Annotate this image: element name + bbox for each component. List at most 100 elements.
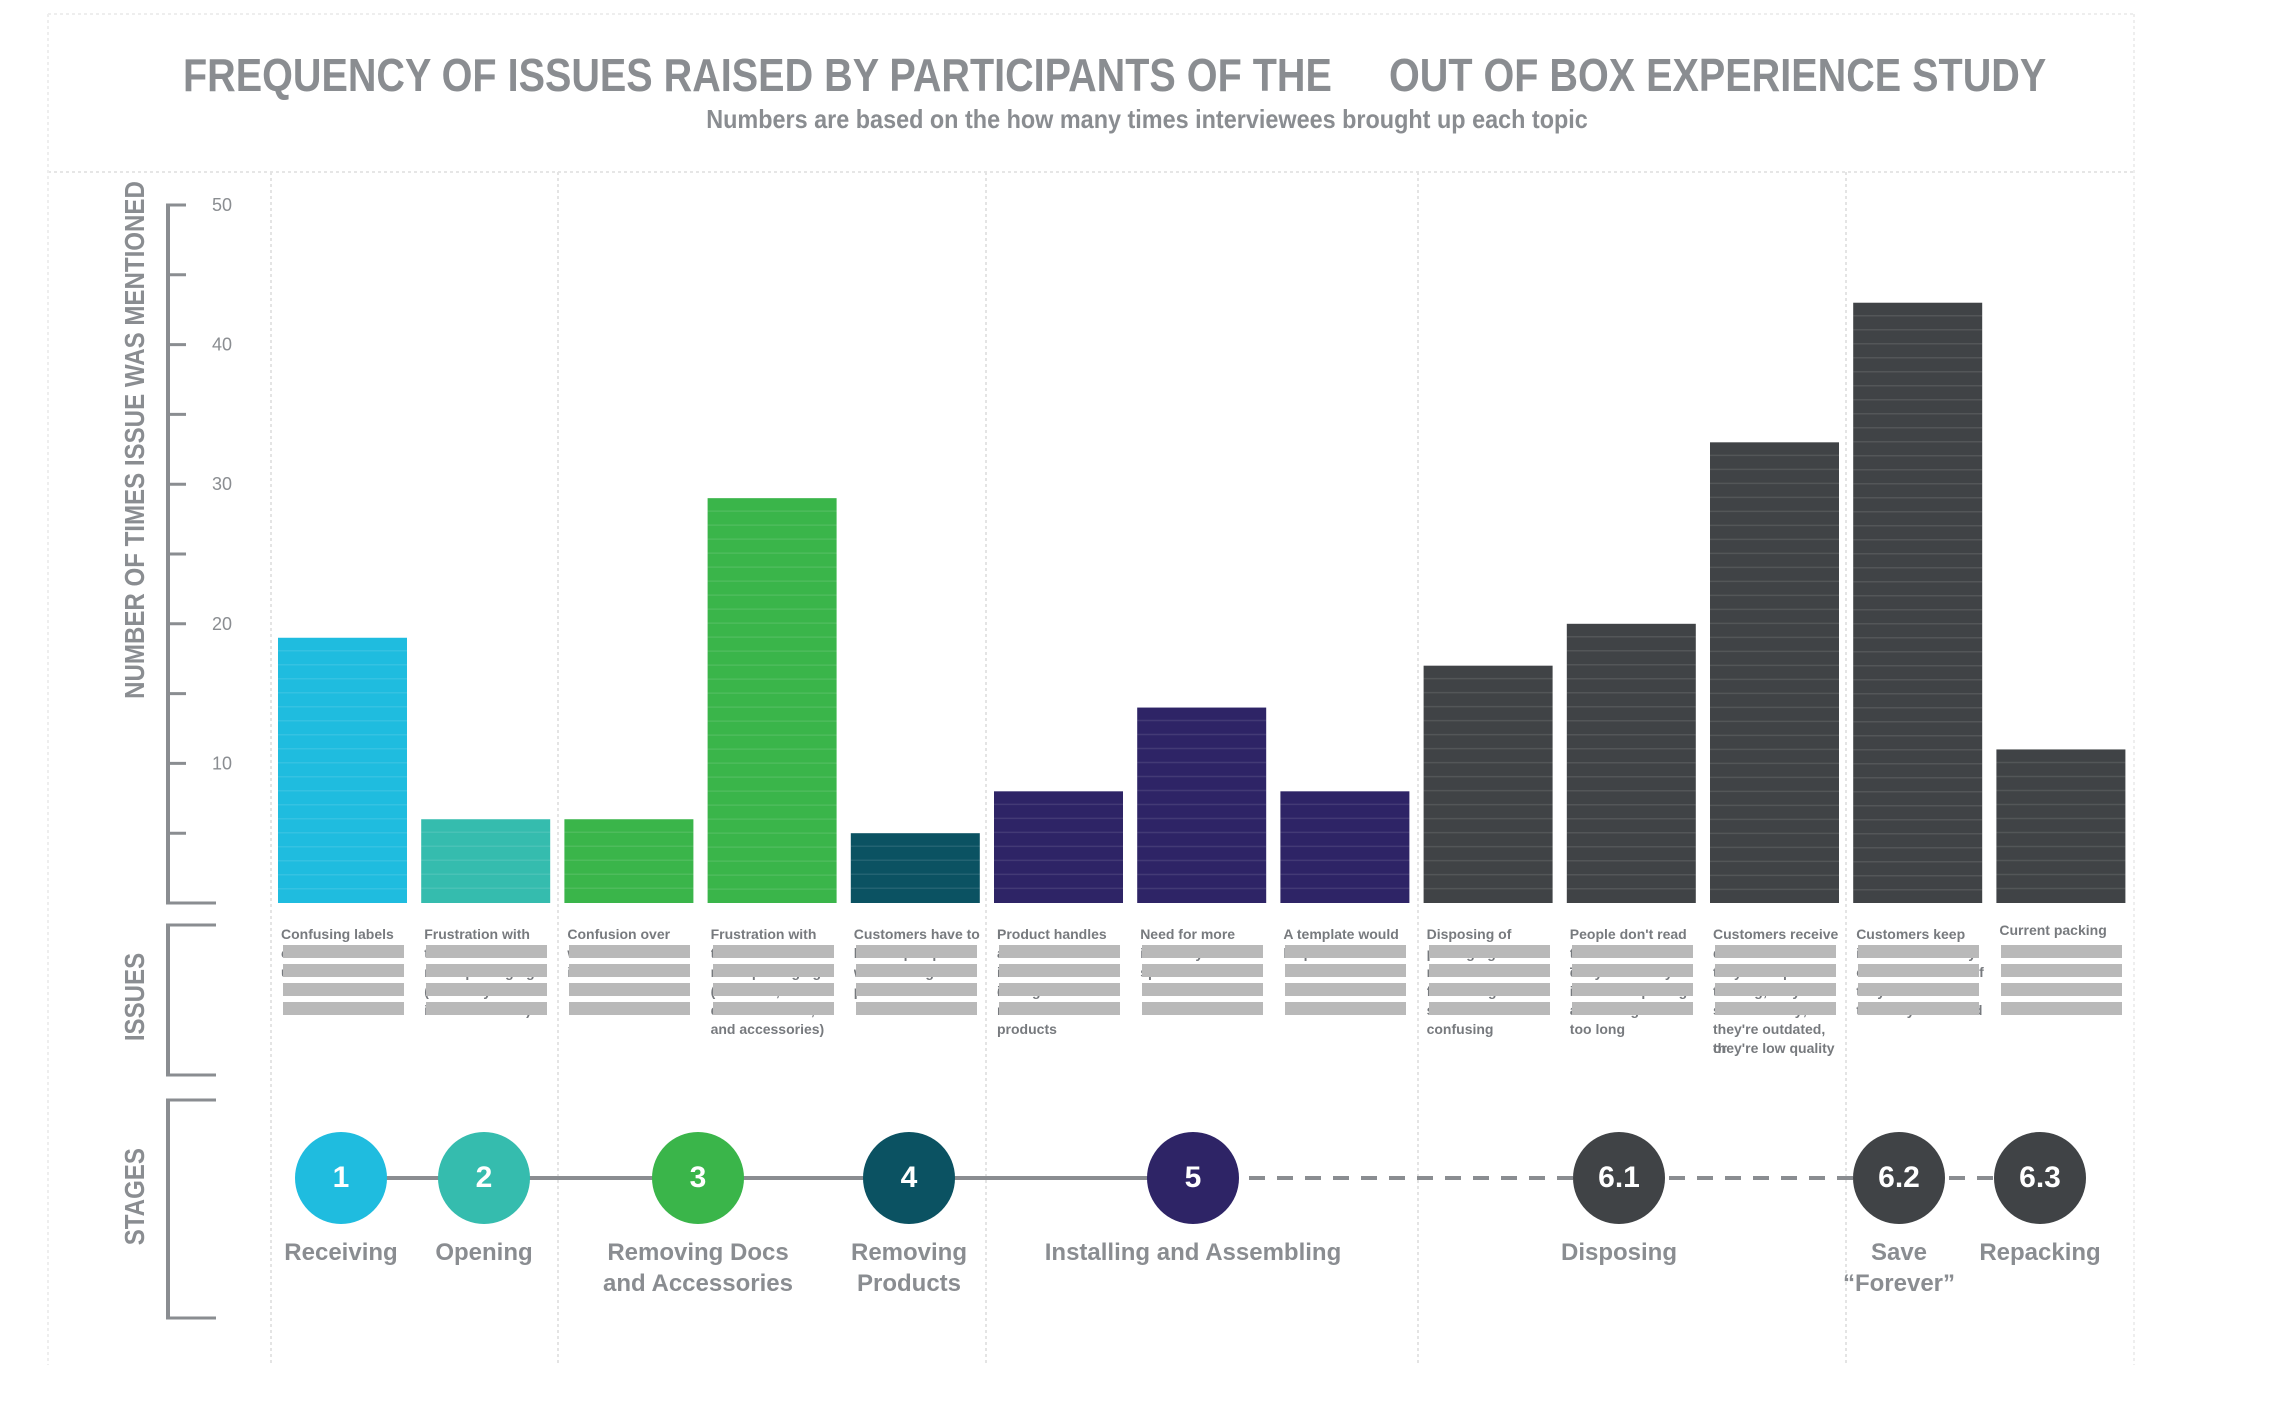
bar bbox=[1996, 749, 2126, 903]
redaction-bar bbox=[1715, 1002, 1836, 1015]
issue-first-line: Customers receive bbox=[1713, 926, 1839, 942]
redaction-bar bbox=[1571, 1002, 1693, 1015]
issues-section-label: ISSUES bbox=[119, 952, 150, 1042]
redaction-bar bbox=[855, 1002, 977, 1015]
stage-name: Disposing bbox=[1560, 1239, 1677, 1266]
redaction-bar bbox=[1142, 964, 1264, 977]
issue-description: Product handlesare located behindinacces… bbox=[997, 925, 1126, 1039]
issue-line: products bbox=[997, 1021, 1057, 1037]
redaction-bar bbox=[999, 964, 1120, 977]
redaction-bar bbox=[855, 964, 977, 977]
redaction-bar bbox=[426, 983, 548, 996]
redaction-bar bbox=[283, 945, 404, 958]
redaction-bar bbox=[1428, 945, 1550, 958]
redaction-bar bbox=[1285, 945, 1407, 958]
chart-title-part1: FREQUENCY OF ISSUES RAISED BY PARTICIPAN… bbox=[183, 49, 1332, 101]
redaction-bar bbox=[1571, 945, 1693, 958]
stages-section-label: STAGES bbox=[119, 1148, 150, 1246]
redaction-bar bbox=[283, 983, 404, 996]
bar bbox=[1710, 442, 1839, 903]
redaction-bar bbox=[1285, 964, 1407, 977]
stage-name: Removing Docs and Accessories bbox=[603, 1239, 793, 1297]
issue-line: confusing bbox=[1426, 1021, 1494, 1037]
issue-first-line: Customers keep bbox=[1856, 926, 1966, 942]
stage-name: Save “Forever” bbox=[1842, 1239, 1956, 1297]
stage-circle: 2 bbox=[438, 1132, 530, 1224]
redaction-bar bbox=[426, 964, 548, 977]
y-tick-label: 50 bbox=[212, 195, 232, 215]
bar bbox=[1853, 302, 1983, 904]
redaction-bar bbox=[2001, 945, 2123, 958]
bars-group bbox=[278, 302, 2126, 904]
stage-circle: 6.3 bbox=[1994, 1132, 2086, 1224]
stage-circle: 3 bbox=[652, 1132, 744, 1224]
redaction-bar bbox=[999, 945, 1120, 958]
stage-name: Removing Products bbox=[850, 1239, 967, 1297]
bar bbox=[1423, 665, 1553, 903]
redaction-bar bbox=[999, 1002, 1120, 1015]
redaction-bar bbox=[283, 964, 404, 977]
bar bbox=[1280, 791, 1410, 903]
stage-circle: 4 bbox=[863, 1132, 955, 1224]
chart-subtitle: Numbers are based on the how many times … bbox=[706, 104, 1588, 134]
bar bbox=[1137, 707, 1267, 903]
y-axis-label: NUMBER OF TIMES ISSUE WAS MENTIONED bbox=[119, 181, 150, 699]
issue-first-line: Need for more bbox=[1140, 926, 1236, 942]
bar bbox=[1566, 623, 1696, 903]
redaction-bar bbox=[1428, 1002, 1550, 1015]
bar bbox=[564, 819, 694, 903]
redaction-bar bbox=[1715, 945, 1836, 958]
stage-name: Opening bbox=[435, 1239, 533, 1266]
redaction-bar bbox=[426, 945, 548, 958]
redaction-bar bbox=[1142, 983, 1264, 996]
redaction-bar bbox=[1428, 964, 1550, 977]
issue-first-line: A template would bbox=[1283, 926, 1399, 942]
redaction-bar bbox=[283, 1002, 404, 1015]
redaction-bar bbox=[855, 945, 977, 958]
stage-name: Installing and Assembling bbox=[1044, 1239, 1342, 1266]
bar bbox=[994, 791, 1123, 903]
bar bbox=[850, 833, 980, 903]
redaction-bar bbox=[569, 964, 691, 977]
redaction-bar bbox=[569, 945, 691, 958]
redaction-bar bbox=[1571, 983, 1693, 996]
issue-description: Disposing ofpackagingmaterials isfrustra… bbox=[1427, 925, 1556, 1039]
issue-description: Frustration with toomuch packaging(Produ… bbox=[711, 925, 840, 1039]
redaction-bar bbox=[1858, 983, 1980, 996]
redaction-bar bbox=[1858, 945, 1980, 958]
redaction-bar bbox=[2001, 964, 2123, 977]
bar bbox=[278, 637, 407, 903]
redaction-bar bbox=[855, 983, 977, 996]
y-tick-label: 10 bbox=[212, 753, 232, 773]
issue-description: Current packing bbox=[1999, 921, 2128, 1016]
issue-first-line: People don't read bbox=[1569, 926, 1687, 942]
issue-line: too long bbox=[1569, 1021, 1625, 1037]
issue-first-line: Current packing bbox=[1999, 922, 2107, 938]
bar bbox=[707, 498, 837, 903]
redaction-bar bbox=[1715, 983, 1836, 996]
redaction-bar bbox=[2001, 1002, 2123, 1015]
y-tick-label: 30 bbox=[212, 474, 232, 494]
chart-title-part2: OUT OF BOX EXPERIENCE STUDY bbox=[1389, 49, 2047, 101]
stage-circle: 6.2 bbox=[1853, 1132, 1945, 1224]
redaction-bar bbox=[712, 964, 834, 977]
redaction-bar bbox=[1858, 964, 1980, 977]
redaction-bar bbox=[1142, 945, 1264, 958]
redaction-bar bbox=[1285, 1002, 1407, 1015]
issue-line: and accessories) bbox=[710, 1021, 825, 1037]
issue-first-line: Confusion over bbox=[567, 926, 671, 942]
stage-circle: 6.1 bbox=[1573, 1132, 1665, 1224]
issue-first-line: Customers have to bbox=[853, 926, 980, 942]
redaction-bar bbox=[1715, 964, 1836, 977]
redaction-bar bbox=[1285, 983, 1407, 996]
stage-name: Repacking bbox=[1979, 1239, 2101, 1266]
redaction-bar bbox=[1428, 983, 1550, 996]
redaction-bar bbox=[2001, 983, 2123, 996]
issue-line: they're outdated, or bbox=[1713, 1021, 1826, 1056]
y-tick-label: 40 bbox=[212, 335, 232, 355]
redaction-bar bbox=[1142, 1002, 1264, 1015]
issue-first-line: Confusing labels bbox=[281, 926, 394, 942]
stage-name: Receiving bbox=[284, 1239, 398, 1266]
